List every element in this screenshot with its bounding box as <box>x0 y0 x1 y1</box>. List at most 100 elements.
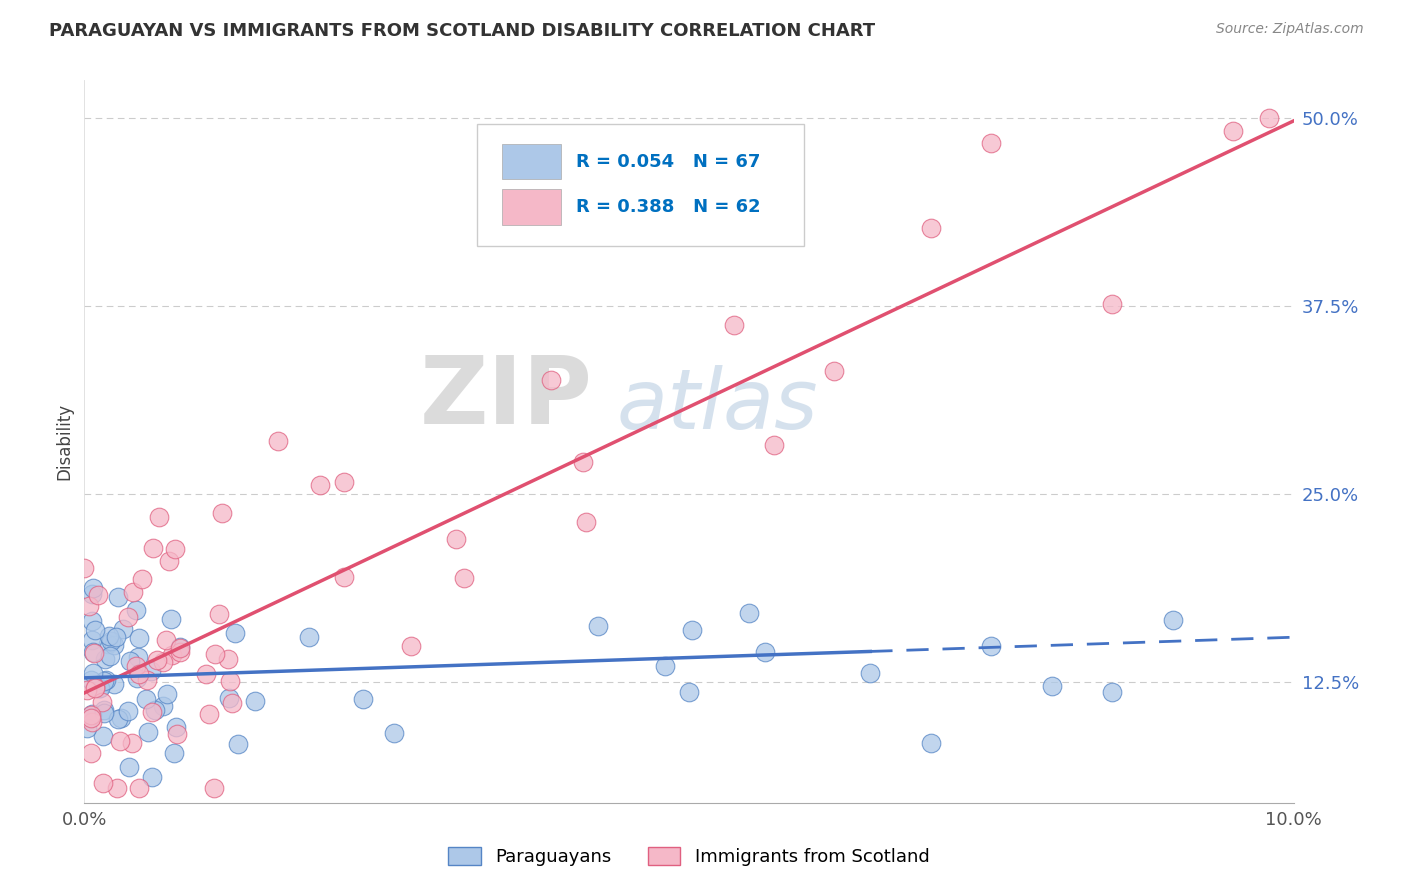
Point <box>98 649 121 664</box>
Point <box>118 759 141 773</box>
Point <box>165 721 187 735</box>
Point <box>166 727 188 741</box>
Point <box>1101 685 1123 699</box>
Point <box>82 706 104 721</box>
Point <box>87 589 110 603</box>
Point <box>211 507 233 521</box>
Point <box>141 706 163 720</box>
Point <box>195 667 218 681</box>
Point <box>89 681 111 696</box>
Point <box>723 318 745 332</box>
Y-axis label: Disability: Disability <box>55 403 73 480</box>
Point <box>678 685 700 699</box>
Point <box>83 646 105 660</box>
Point <box>163 541 186 556</box>
Point <box>920 735 942 749</box>
Point <box>1040 679 1063 693</box>
Point <box>105 631 128 645</box>
Point <box>575 515 598 529</box>
Point <box>80 673 103 687</box>
Text: ZIP: ZIP <box>419 352 592 444</box>
Point <box>80 746 103 760</box>
Point <box>226 737 249 751</box>
Point <box>162 648 184 663</box>
Point <box>135 692 157 706</box>
Point <box>80 708 103 723</box>
Text: Source: ZipAtlas.com: Source: ZipAtlas.com <box>1216 22 1364 37</box>
Point <box>224 625 246 640</box>
Point <box>91 776 114 790</box>
Point <box>141 665 163 679</box>
Point <box>309 478 332 492</box>
Point <box>80 714 103 729</box>
Point <box>202 780 225 795</box>
Point <box>738 606 761 620</box>
Point <box>108 734 131 748</box>
Point <box>588 619 610 633</box>
Point <box>859 665 882 680</box>
Point <box>762 438 785 452</box>
Point <box>93 706 115 720</box>
Point <box>159 612 181 626</box>
Point <box>110 710 132 724</box>
Point <box>124 603 146 617</box>
Point <box>298 630 321 644</box>
Point <box>572 455 595 469</box>
Point <box>118 654 141 668</box>
Point <box>83 681 105 695</box>
Point <box>217 652 239 666</box>
Point <box>93 673 115 688</box>
Point <box>80 711 103 725</box>
Point <box>754 645 776 659</box>
Point <box>90 695 112 709</box>
Point <box>128 780 150 795</box>
Point <box>148 509 170 524</box>
Point <box>107 591 129 605</box>
FancyBboxPatch shape <box>478 124 804 246</box>
Point <box>155 632 177 647</box>
Point <box>980 136 1002 151</box>
Point <box>382 726 405 740</box>
Point <box>219 674 242 689</box>
Point <box>80 614 103 628</box>
Point <box>823 363 845 377</box>
Point <box>76 682 98 697</box>
Point <box>136 673 159 687</box>
Point <box>97 637 120 651</box>
Point <box>681 623 703 637</box>
Point <box>163 746 186 760</box>
Point <box>94 673 117 688</box>
Text: PARAGUAYAN VS IMMIGRANTS FROM SCOTLAND DISABILITY CORRELATION CHART: PARAGUAYAN VS IMMIGRANTS FROM SCOTLAND D… <box>49 22 876 40</box>
Point <box>77 599 100 613</box>
Point <box>152 655 174 669</box>
Text: R = 0.388   N = 62: R = 0.388 N = 62 <box>576 198 761 216</box>
Point <box>112 622 135 636</box>
Point <box>94 652 117 666</box>
Point <box>218 691 240 706</box>
Point <box>136 725 159 739</box>
Point <box>141 770 163 784</box>
Point <box>920 220 942 235</box>
Point <box>245 694 267 708</box>
Point <box>1101 297 1123 311</box>
Point <box>131 572 153 586</box>
Point <box>198 707 221 722</box>
Point <box>208 607 231 621</box>
Point <box>352 692 374 706</box>
Point <box>84 680 107 694</box>
Point <box>73 561 96 575</box>
Point <box>121 736 143 750</box>
Point <box>82 665 104 680</box>
Point <box>204 647 226 661</box>
Point <box>127 671 149 685</box>
Point <box>654 659 676 673</box>
Point <box>82 581 104 595</box>
Point <box>93 703 115 717</box>
Text: atlas: atlas <box>616 365 818 446</box>
Point <box>87 681 110 695</box>
Point <box>91 729 114 743</box>
Point <box>152 698 174 713</box>
Point <box>97 629 120 643</box>
Point <box>169 640 191 655</box>
FancyBboxPatch shape <box>502 144 561 179</box>
